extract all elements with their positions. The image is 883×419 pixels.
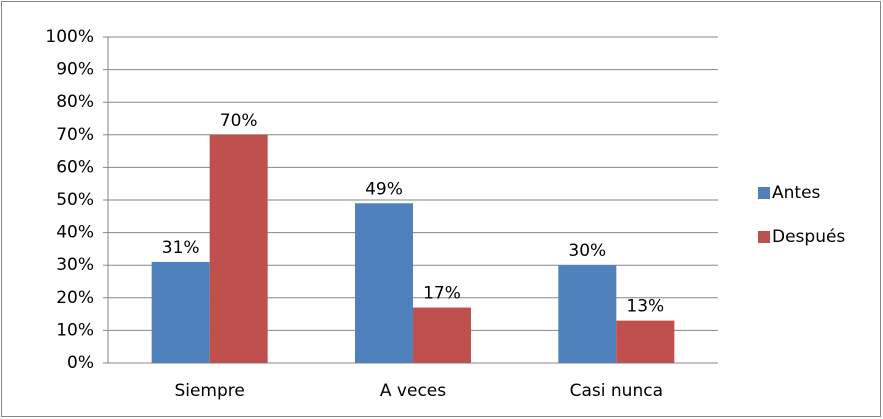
y-tick-label: 50% (56, 190, 94, 210)
legend-swatch (758, 231, 770, 243)
data-label: 30% (568, 241, 606, 261)
x-tick-label: A veces (380, 381, 446, 401)
bar (558, 265, 617, 363)
y-tick-label: 10% (56, 320, 94, 340)
data-label: 13% (626, 297, 664, 317)
legend-swatch (758, 187, 770, 199)
bar (413, 307, 471, 363)
bar (355, 203, 413, 363)
legend-label: Después (772, 227, 845, 247)
y-tick-label: 80% (56, 92, 94, 112)
bar (151, 261, 210, 363)
y-tick-label: 70% (56, 125, 94, 145)
bar (209, 134, 268, 363)
y-tick-label: 100% (45, 27, 94, 47)
data-label: 17% (423, 284, 461, 304)
bar (616, 320, 675, 363)
y-tick-label: 40% (56, 223, 94, 243)
y-tick-label: 60% (56, 157, 94, 177)
y-tick-label: 0% (67, 353, 94, 373)
data-label: 49% (365, 179, 403, 199)
x-tick-label: Siempre (174, 381, 244, 401)
y-tick-label: 30% (56, 255, 94, 275)
y-tick-label: 20% (56, 288, 94, 308)
data-label: 31% (162, 238, 200, 258)
data-label: 70% (220, 111, 258, 131)
y-tick-label: 90% (56, 60, 94, 80)
legend-label: Antes (772, 183, 821, 203)
x-tick-label: Casi nunca (570, 381, 663, 401)
